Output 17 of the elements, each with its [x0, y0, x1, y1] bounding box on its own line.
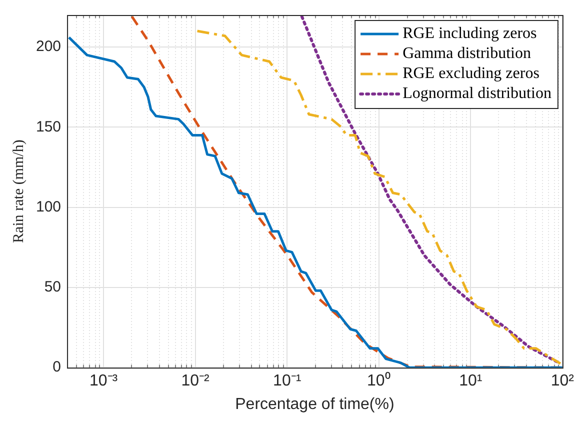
- legend-label: Gamma distribution: [402, 45, 531, 62]
- y-tick-label: 50: [44, 278, 62, 296]
- legend-label: Lognormal distribution: [402, 85, 552, 102]
- legend-label: RGE including zeros: [402, 25, 537, 42]
- x-axis-title: Percentage of time(%): [235, 396, 394, 413]
- y-axis-title: Rain rate (mm/h): [10, 140, 27, 243]
- x-tick-label: 10¹: [459, 372, 482, 390]
- x-tick-label: 10²: [550, 372, 575, 390]
- x-tick-label: 10⁰: [366, 372, 391, 390]
- x-tick-label: 10⁻¹: [273, 372, 302, 390]
- y-tick-label: 150: [36, 118, 62, 136]
- y-tick-label: 0: [52, 358, 62, 376]
- x-tick-label: 10⁻²: [181, 372, 210, 390]
- y-tick-label: 200: [36, 38, 62, 56]
- legend-label: RGE excluding zeros: [402, 65, 540, 82]
- x-tick-label: 10⁻³: [89, 372, 118, 390]
- y-tick-label: 100: [36, 198, 62, 216]
